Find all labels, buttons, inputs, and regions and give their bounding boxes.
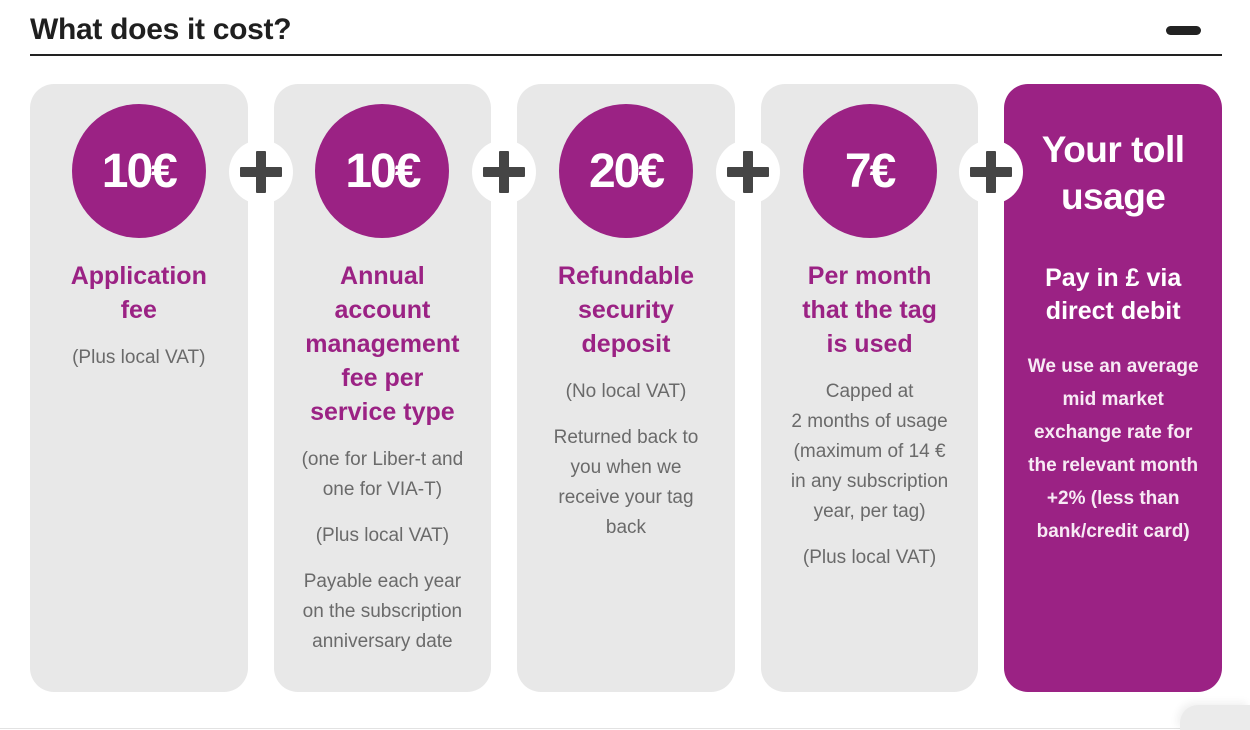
card-note: Payable each year on the subscription an… <box>302 571 463 652</box>
card-note: Returned back to you when we receive you… <box>553 427 699 538</box>
plus-icon <box>970 151 1012 193</box>
plus-icon <box>483 151 525 193</box>
collapse-button[interactable] <box>1161 8 1205 52</box>
bottom-divider <box>0 728 1250 729</box>
plus-icon <box>240 151 282 193</box>
card-title: Annual account management fee per servic… <box>305 262 460 426</box>
plus-badge <box>716 140 780 204</box>
toll-usage-subtitle: Pay in £ via direct debit <box>1045 264 1182 325</box>
chat-widget-button[interactable] <box>1180 705 1250 730</box>
plus-badge <box>472 140 536 204</box>
card-title: Application fee <box>70 262 207 324</box>
toll-usage-title: Your toll usage <box>1041 129 1185 217</box>
header-divider <box>30 54 1222 56</box>
fee-amount: 7€ <box>844 144 896 198</box>
card-application-fee: 10€ Application fee (Plus local VAT) <box>30 84 248 692</box>
card-note: (No local VAT) <box>565 381 687 402</box>
card-title: Refundable security deposit <box>557 262 695 358</box>
card-note: (one for Liber-t and one for VIA-T) <box>301 449 464 500</box>
cost-section: What does it cost? 10€ Application fee (… <box>30 0 1222 692</box>
plus-badge <box>229 140 293 204</box>
fee-badge: 10€ <box>71 104 206 238</box>
minus-icon <box>1165 25 1201 35</box>
fee-badge: 7€ <box>802 104 937 238</box>
card-annual-fee: 10€ Annual account management fee per se… <box>273 84 492 692</box>
fee-badge: 20€ <box>558 104 693 238</box>
fee-amount: 20€ <box>588 144 665 198</box>
section-header: What does it cost? <box>30 0 1222 52</box>
plus-icon <box>727 151 769 193</box>
page-title: What does it cost? <box>30 13 292 46</box>
fee-amount: 10€ <box>101 144 178 198</box>
card-note: (Plus local VAT) <box>315 525 450 546</box>
card-title: Per month that the tag is used <box>802 262 937 358</box>
cards-row: 10€ Application fee (Plus local VAT) 10€… <box>30 84 1222 692</box>
card-monthly-fee: 7€ Per month that the tag is used Capped… <box>760 84 979 692</box>
fee-badge: 10€ <box>315 104 450 238</box>
toll-usage-description: We use an average mid market exchange ra… <box>1027 356 1199 542</box>
card-toll-usage: Your toll usage Pay in £ via direct debi… <box>1004 84 1222 692</box>
card-note: Capped at 2 months of usage (maximum of … <box>790 381 949 522</box>
plus-badge <box>959 140 1023 204</box>
card-security-deposit: 20€ Refundable security deposit (No loca… <box>517 84 735 692</box>
card-note: (Plus local VAT) <box>802 547 937 568</box>
fee-amount: 10€ <box>345 144 421 198</box>
card-note: (Plus local VAT) <box>72 347 206 368</box>
